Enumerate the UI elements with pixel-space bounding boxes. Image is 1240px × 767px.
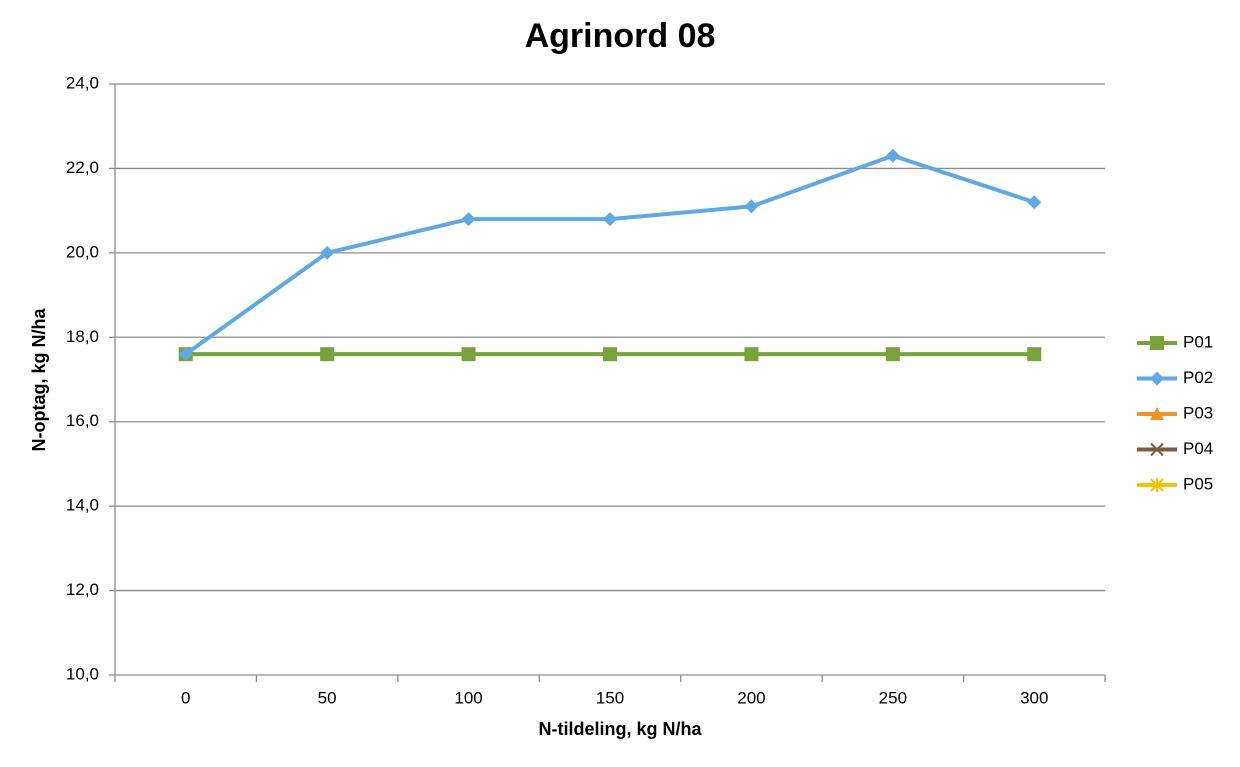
legend-label: P04 — [1183, 439, 1213, 458]
y-tick-label: 22,0 — [66, 158, 99, 177]
marker — [320, 245, 335, 260]
x-tick-label: 150 — [596, 688, 624, 707]
x-tick-label: 200 — [737, 688, 765, 707]
marker — [744, 199, 759, 214]
x-tick-label: 50 — [318, 688, 337, 707]
marker — [603, 212, 617, 227]
marker — [1150, 478, 1164, 492]
y-tick-label: 10,0 — [66, 664, 99, 683]
marker — [1150, 407, 1164, 420]
y-tick-label: 20,0 — [66, 242, 99, 261]
marker — [1150, 336, 1164, 350]
y-tick-label: 12,0 — [66, 580, 99, 599]
x-tick-label: 0 — [181, 688, 190, 707]
marker — [178, 347, 193, 362]
marker — [461, 347, 476, 362]
x-tick-label: 100 — [454, 688, 482, 707]
y-tick-label: 18,0 — [66, 327, 99, 346]
marker — [744, 347, 759, 362]
legend-label: P01 — [1183, 332, 1213, 351]
marker — [461, 212, 476, 227]
legend-label: P03 — [1183, 403, 1213, 422]
y-tick-label: 24,0 — [66, 73, 99, 92]
chart-title: Agrinord 08 — [525, 17, 716, 55]
x-axis-title: N-tildeling, kg N/ha — [538, 719, 702, 739]
x-tick-label: 300 — [1020, 688, 1048, 707]
marker — [885, 148, 900, 163]
y-tick-label: 16,0 — [66, 411, 99, 430]
marker — [1027, 195, 1042, 210]
marker — [603, 347, 617, 362]
legend-label: P02 — [1183, 368, 1213, 387]
marker — [320, 347, 335, 362]
y-axis-title: N-optag, kg N/ha — [29, 308, 49, 452]
legend-label: P05 — [1183, 474, 1213, 493]
y-tick-label: 14,0 — [66, 496, 99, 515]
series-line — [184, 153, 1035, 356]
x-tick-label: 250 — [879, 688, 907, 707]
marker — [885, 347, 900, 362]
marker — [1150, 442, 1164, 457]
marker — [1027, 347, 1042, 362]
marker — [1150, 371, 1164, 386]
